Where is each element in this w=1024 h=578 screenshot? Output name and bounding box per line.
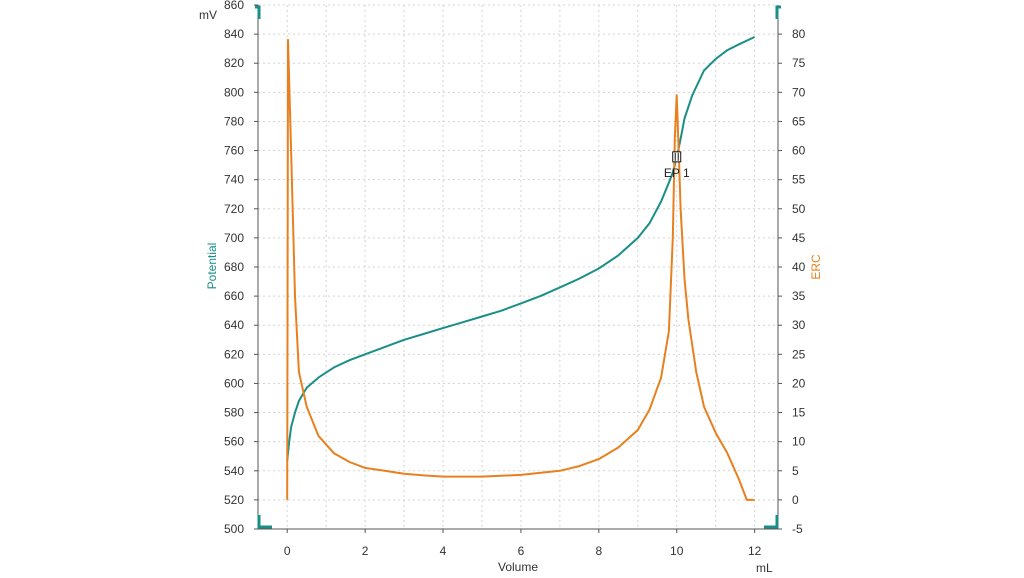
left-axis-title: Potential (205, 243, 219, 290)
potential-series-line (286, 36, 756, 461)
corner-marker (255, 5, 261, 19)
right-tick-label: 30 (792, 318, 806, 332)
left-tick-label: 580 (224, 406, 244, 420)
x-tick-label: 8 (595, 544, 602, 558)
left-tick-label: 700 (224, 231, 244, 245)
erc-series-line (286, 38, 755, 501)
x-tick-label: 10 (670, 544, 684, 558)
right-tick-label: 15 (792, 406, 806, 420)
left-tick-label: 760 (224, 144, 244, 158)
left-tick-label: 720 (224, 202, 244, 216)
left-tick-label: 540 (224, 464, 244, 478)
right-tick-label: 35 (792, 289, 806, 303)
left-tick-label: 680 (224, 260, 244, 274)
right-tick-label: 65 (792, 114, 806, 128)
left-tick-label: 740 (224, 173, 244, 187)
right-tick-label: 70 (792, 85, 806, 99)
corner-marker (257, 515, 272, 529)
x-tick-label: 2 (362, 544, 369, 558)
x-axis-unit: mL (756, 561, 773, 575)
corner-marker (764, 515, 779, 529)
right-tick-label: 75 (792, 56, 806, 70)
right-tick-label: 20 (792, 376, 806, 390)
right-axis-title: ERC (809, 254, 823, 280)
series (286, 36, 756, 501)
axes: 5005205405605806006206406606807007207407… (224, 0, 806, 558)
left-tick-label: 660 (224, 289, 244, 303)
x-tick-label: 0 (284, 544, 291, 558)
x-axis-title: Volume (498, 560, 538, 574)
left-axis-unit: mV (199, 8, 217, 22)
right-tick-label: 40 (792, 260, 806, 274)
right-tick-label: 0 (792, 493, 799, 507)
right-tick-label: 25 (792, 347, 806, 361)
x-tick-label: 6 (518, 544, 525, 558)
grid (258, 4, 778, 530)
left-tick-label: 860 (224, 0, 244, 12)
right-tick-label: -5 (792, 522, 803, 536)
x-tick-label: 4 (440, 544, 447, 558)
left-tick-label: 560 (224, 435, 244, 449)
right-tick-label: 50 (792, 202, 806, 216)
left-tick-label: 600 (224, 376, 244, 390)
left-tick-label: 640 (224, 318, 244, 332)
left-tick-label: 520 (224, 493, 244, 507)
x-tick-label: 12 (748, 544, 762, 558)
right-tick-label: 10 (792, 435, 806, 449)
right-tick-label: 55 (792, 173, 806, 187)
right-tick-label: 45 (792, 231, 806, 245)
left-tick-label: 840 (224, 27, 244, 41)
endpoint-label: EP 1 (664, 166, 690, 180)
endpoint-marker (672, 151, 682, 163)
right-tick-label: 5 (792, 464, 799, 478)
right-tick-label: 60 (792, 144, 806, 158)
left-tick-label: 500 (224, 522, 244, 536)
right-tick-label: 80 (792, 27, 806, 41)
left-tick-label: 780 (224, 114, 244, 128)
left-tick-label: 800 (224, 85, 244, 99)
corner-marker (775, 5, 781, 19)
left-tick-label: 620 (224, 347, 244, 361)
annotations: EP 1 (664, 151, 690, 180)
left-tick-label: 820 (224, 56, 244, 70)
